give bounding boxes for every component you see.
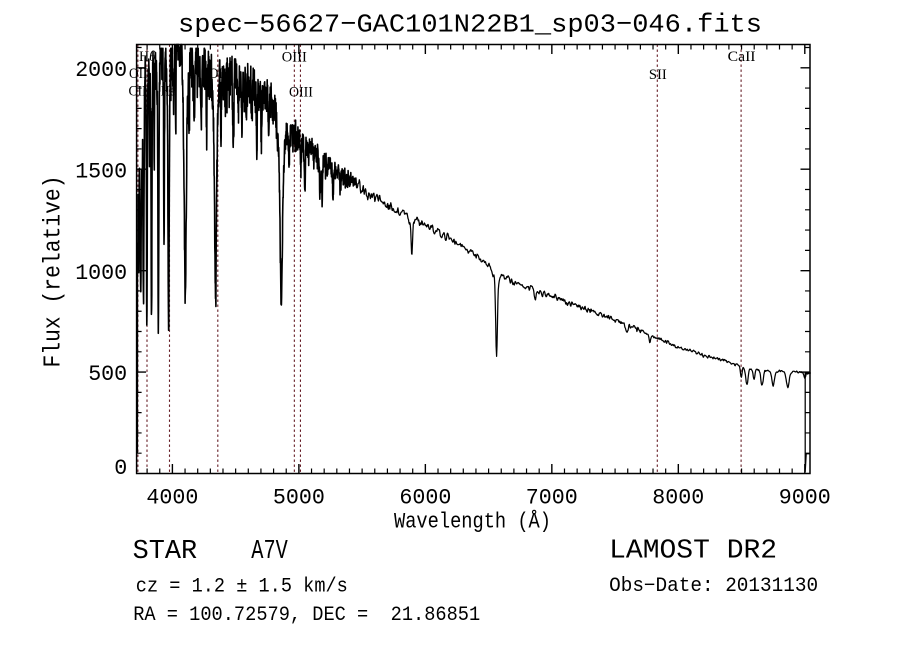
svg-text:Hθ: Hθ (139, 49, 157, 65)
svg-text:1500: 1500 (75, 159, 127, 184)
svg-text:CII: CII (129, 84, 147, 100)
svg-text:8000: 8000 (652, 486, 704, 511)
svg-text:2000: 2000 (75, 58, 127, 83)
svg-text:4000: 4000 (146, 486, 198, 511)
svg-text:STAR: STAR (133, 536, 198, 566)
svg-text:Wavelength (Å): Wavelength (Å) (394, 509, 551, 535)
svg-text:OIII: OIII (289, 85, 313, 101)
svg-text:1000: 1000 (75, 261, 127, 286)
svg-text:SII: SII (649, 67, 667, 83)
svg-text:A7V: A7V (251, 536, 288, 566)
svg-text:Flux (relative): Flux (relative) (41, 176, 68, 368)
svg-text:500: 500 (88, 362, 127, 387)
svg-text:9000: 9000 (779, 486, 831, 511)
svg-text:CaII: CaII (728, 49, 756, 65)
svg-text:OIII: OIII (282, 50, 307, 66)
svg-text:0: 0 (114, 456, 127, 481)
svg-text:RA = 100.72579, DEC = 21.8685: RA = 100.72579, DEC = 21.86851 (133, 604, 480, 627)
svg-text:Hε: Hε (161, 84, 175, 100)
svg-text:7000: 7000 (526, 486, 578, 511)
svg-text:5000: 5000 (273, 486, 325, 511)
svg-text:OIII: OIII (209, 66, 232, 82)
svg-text:spec−56627−GAC101N22B1_sp03−04: spec−56627−GAC101N22B1_sp03−046.fits (178, 9, 762, 39)
svg-text:Obs−Date: 20131130: Obs−Date: 20131130 (609, 575, 818, 598)
svg-text:6000: 6000 (399, 486, 451, 511)
svg-text:OII: OII (129, 66, 147, 82)
svg-text:LAMOST DR2: LAMOST DR2 (609, 536, 777, 566)
svg-text:cz = 1.2 ± 1.5 km/s: cz = 1.2 ± 1.5 km/s (136, 576, 348, 599)
